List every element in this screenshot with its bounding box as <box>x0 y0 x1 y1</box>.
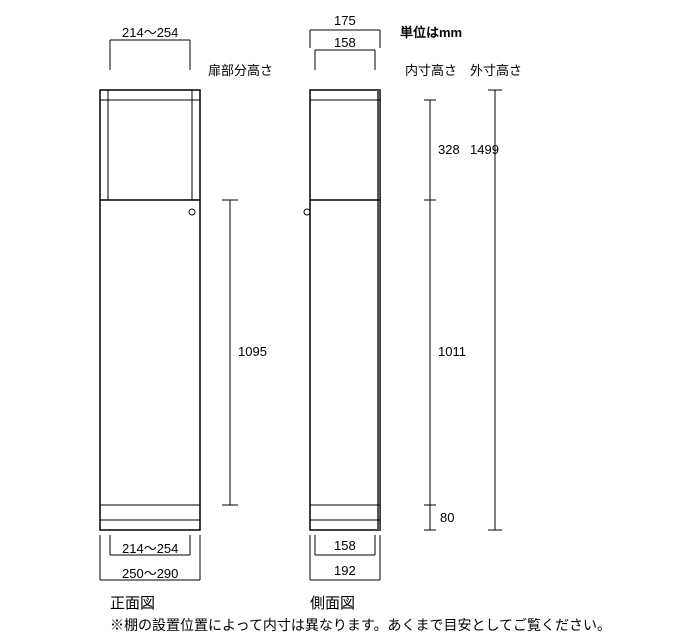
side-outer-height-dim: 1499 <box>470 142 499 157</box>
side-bottom-outer-dim: 192 <box>334 563 356 578</box>
unit-label: 単位はmm <box>400 22 462 41</box>
side-top-inner-dim: 158 <box>334 35 356 50</box>
side-lower-inner-dim: 1011 <box>438 344 466 359</box>
front-bottom-outer-dim: 250～290 <box>122 563 178 582</box>
front-view-title: 正面図 <box>110 592 155 613</box>
side-base-dim: 80 <box>440 510 454 525</box>
side-view-title: 側面図 <box>310 592 355 613</box>
inner-height-label: 内寸高さ <box>405 60 457 79</box>
front-top-inner-dim: 214～254 <box>122 22 178 41</box>
footnote: ※棚の設置位置によって内寸は異なります。あくまで目安としてご覧ください。 <box>110 615 611 635</box>
side-upper-inner-dim: 328 <box>438 142 460 157</box>
door-height-label: 扉部分高さ <box>208 60 273 79</box>
side-bottom-inner-dim: 158 <box>334 538 356 553</box>
front-bottom-inner-dim: 214～254 <box>122 538 178 557</box>
outer-height-label: 外寸高さ <box>470 60 522 79</box>
front-door-height-dim: 1095 <box>238 344 267 359</box>
side-top-outer-dim: 175 <box>334 13 356 28</box>
